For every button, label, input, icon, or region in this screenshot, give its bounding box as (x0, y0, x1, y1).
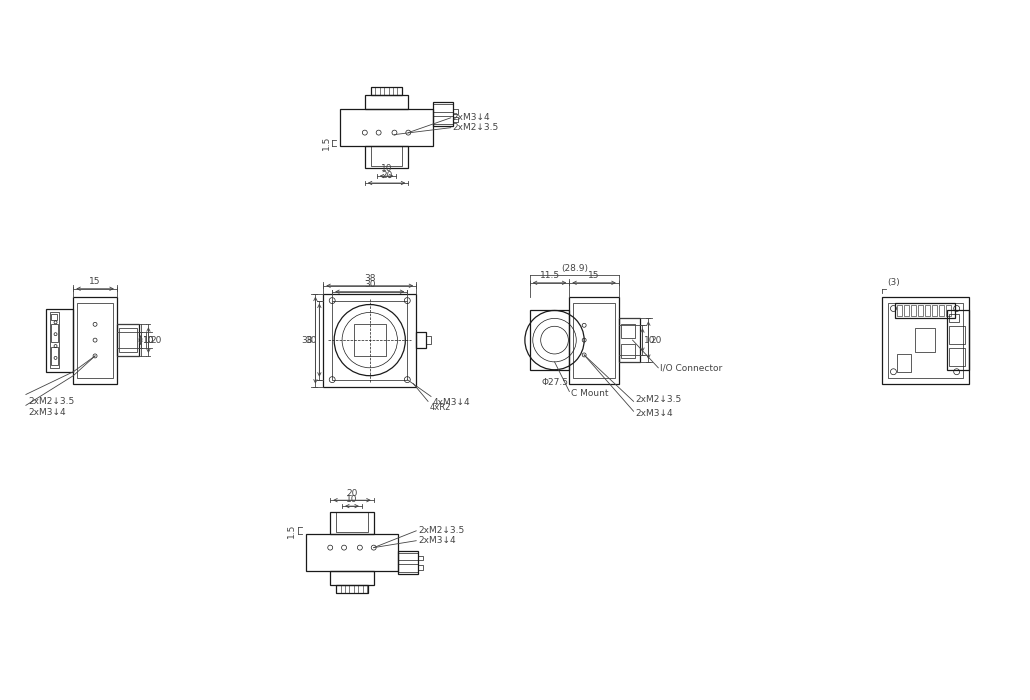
Bar (433, 104, 453, 112)
Bar (418, 566, 423, 570)
Bar (45, 309, 73, 372)
Text: 30: 30 (364, 280, 376, 288)
Bar (399, 551, 418, 574)
Text: 2xM2↓3.5: 2xM2↓3.5 (418, 526, 465, 536)
Text: 30: 30 (305, 335, 316, 344)
Bar (949, 348, 964, 366)
Text: C Mount: C Mount (572, 389, 609, 398)
Bar (336, 512, 368, 532)
Bar (949, 326, 964, 344)
Text: 4xR2: 4xR2 (430, 403, 451, 412)
Text: I/O Connector: I/O Connector (660, 363, 722, 372)
Bar (399, 552, 418, 561)
Bar (947, 311, 968, 370)
Text: 38: 38 (301, 335, 312, 344)
Bar (621, 344, 634, 358)
Bar (895, 302, 955, 318)
Bar (453, 109, 457, 114)
Bar (331, 571, 374, 585)
Text: 2xM2↓3.5: 2xM2↓3.5 (453, 123, 499, 132)
Text: 20: 20 (650, 335, 661, 344)
Text: 20: 20 (381, 171, 392, 180)
Bar (574, 302, 615, 378)
Bar (433, 102, 453, 126)
Bar (323, 294, 416, 386)
Bar (399, 564, 418, 573)
Bar (433, 116, 453, 124)
Bar (50, 347, 59, 365)
Bar (365, 95, 408, 109)
Text: 15: 15 (90, 276, 101, 286)
Text: 10: 10 (142, 335, 154, 344)
Bar (371, 146, 403, 166)
Bar (306, 534, 399, 571)
Text: (3): (3) (888, 278, 900, 287)
Text: 2xM3↓4: 2xM3↓4 (418, 536, 456, 545)
Text: Φ27.5: Φ27.5 (541, 378, 568, 386)
Text: 10: 10 (346, 495, 357, 504)
Text: 2xM2↓3.5: 2xM2↓3.5 (636, 395, 682, 404)
Bar (354, 324, 385, 356)
Bar (331, 512, 374, 534)
Bar (882, 297, 968, 384)
Text: 15: 15 (588, 271, 599, 280)
Bar (949, 314, 959, 322)
Bar (118, 328, 137, 352)
Bar (426, 336, 431, 344)
Bar (418, 556, 423, 561)
Text: 2xM2↓3.5: 2xM2↓3.5 (28, 398, 74, 407)
Bar (529, 311, 570, 370)
Text: 20: 20 (346, 489, 357, 498)
Text: 2xM3↓4: 2xM3↓4 (28, 408, 66, 417)
Bar (73, 297, 116, 384)
Text: 1.5: 1.5 (321, 136, 331, 150)
Bar (116, 324, 139, 356)
Bar (50, 324, 59, 342)
Text: 11.5: 11.5 (540, 271, 559, 280)
Bar (916, 328, 935, 352)
Bar (925, 304, 930, 316)
Bar (365, 146, 408, 168)
Bar (918, 304, 923, 316)
Bar (897, 304, 902, 316)
Bar (888, 302, 963, 378)
Bar (946, 304, 951, 316)
Bar (939, 304, 943, 316)
Bar (453, 117, 457, 122)
Bar (932, 304, 937, 316)
Bar (371, 88, 403, 95)
Bar (897, 354, 912, 372)
Bar (621, 324, 634, 338)
Text: 4xM3↓4: 4xM3↓4 (433, 398, 471, 407)
Text: 10: 10 (142, 335, 154, 344)
Text: 20: 20 (150, 335, 162, 344)
Bar (333, 300, 407, 379)
Bar (50, 314, 57, 321)
Bar (619, 318, 641, 362)
Text: 10: 10 (645, 335, 656, 344)
Bar (49, 312, 60, 368)
Text: 38: 38 (364, 274, 376, 283)
Text: (28.9): (28.9) (560, 264, 588, 273)
Bar (340, 109, 433, 146)
Bar (904, 304, 909, 316)
Bar (416, 332, 426, 348)
Text: 10: 10 (381, 164, 392, 173)
Text: 1.5: 1.5 (287, 523, 297, 538)
Text: 2xM3↓4: 2xM3↓4 (453, 113, 490, 122)
Bar (912, 304, 916, 316)
Bar (570, 297, 619, 384)
Text: 2xM3↓4: 2xM3↓4 (636, 409, 674, 418)
Bar (336, 585, 368, 593)
Bar (77, 302, 113, 378)
